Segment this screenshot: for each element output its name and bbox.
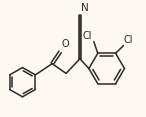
Text: Cl: Cl (82, 31, 92, 41)
Text: O: O (61, 39, 69, 49)
Text: Cl: Cl (124, 35, 133, 45)
Text: N: N (81, 3, 89, 13)
